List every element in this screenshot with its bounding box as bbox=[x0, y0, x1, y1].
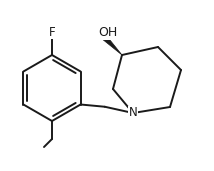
Polygon shape bbox=[102, 35, 122, 55]
Text: F: F bbox=[49, 25, 55, 38]
Text: OH: OH bbox=[98, 25, 118, 38]
Text: N: N bbox=[129, 107, 137, 120]
